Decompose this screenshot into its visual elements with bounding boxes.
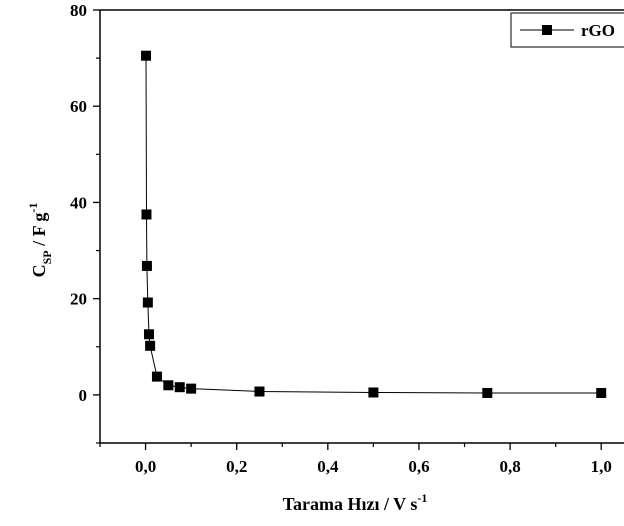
y-tick-label: 40	[70, 193, 87, 212]
data-point	[596, 387, 607, 398]
legend-marker	[542, 25, 552, 35]
y-tick-label: 0	[79, 386, 88, 405]
data-point	[254, 386, 265, 397]
data-point	[163, 380, 174, 391]
plot-area	[99, 9, 624, 444]
y-tick-label: 80	[70, 1, 87, 20]
legend-label-rgo: rGO	[581, 21, 615, 40]
data-point	[141, 50, 152, 61]
data-point	[142, 297, 153, 308]
data-point	[141, 209, 152, 220]
y-axis-title: CSP / F g-1	[26, 203, 54, 278]
legend: rGO	[510, 12, 624, 48]
x-tick-label: 0,0	[135, 457, 156, 476]
data-point	[143, 329, 154, 340]
data-point	[151, 371, 162, 382]
data-point	[482, 387, 493, 398]
x-tick-label: 0,2	[226, 457, 247, 476]
data-point	[141, 260, 152, 271]
x-ticks: 0,0 0,2 0,4 0,6 0,8 1,0	[99, 443, 612, 476]
y-tick-label: 60	[70, 97, 87, 116]
x-tick-label: 1,0	[591, 457, 612, 476]
series-line-rgo	[145, 55, 602, 394]
x-tick-label: 0,4	[317, 457, 339, 476]
x-tick-label: 0,6	[408, 457, 429, 476]
y-tick-label: 20	[70, 290, 87, 309]
y-ticks: 0 20 40 60 80	[70, 1, 100, 444]
data-point	[186, 383, 197, 394]
x-axis-title: Tarama Hızı / V s-1	[283, 491, 428, 514]
data-point	[174, 382, 185, 393]
x-tick-label: 0,8	[499, 457, 520, 476]
data-point	[145, 340, 156, 351]
data-point	[368, 387, 379, 398]
series-layer	[141, 50, 607, 398]
